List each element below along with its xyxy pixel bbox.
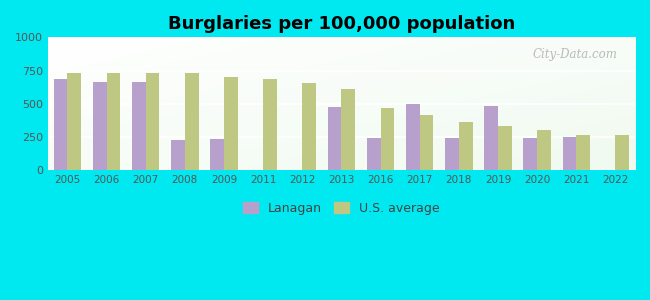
Bar <box>263 79 277 170</box>
Bar <box>341 89 355 170</box>
Bar <box>367 138 380 170</box>
Text: City-Data.com: City-Data.com <box>532 48 618 61</box>
Bar <box>445 138 459 170</box>
Bar <box>146 73 159 170</box>
Bar <box>563 137 577 170</box>
Bar <box>523 138 537 170</box>
Bar <box>68 73 81 170</box>
Bar <box>54 79 68 170</box>
Legend: Lanagan, U.S. average: Lanagan, U.S. average <box>238 197 445 220</box>
Bar <box>484 106 498 170</box>
Bar <box>406 104 420 170</box>
Bar <box>459 122 473 170</box>
Bar <box>93 82 107 170</box>
Bar <box>420 115 434 170</box>
Bar <box>132 82 146 170</box>
Bar <box>577 135 590 170</box>
Bar <box>107 73 120 170</box>
Bar <box>537 130 551 170</box>
Title: Burglaries per 100,000 population: Burglaries per 100,000 population <box>168 15 515 33</box>
Bar <box>380 108 395 170</box>
Bar <box>616 135 629 170</box>
Bar <box>498 126 512 170</box>
Bar <box>211 139 224 170</box>
Bar <box>328 107 341 170</box>
Bar <box>171 140 185 170</box>
Bar <box>185 73 198 170</box>
Bar <box>302 82 316 170</box>
Bar <box>224 77 238 170</box>
